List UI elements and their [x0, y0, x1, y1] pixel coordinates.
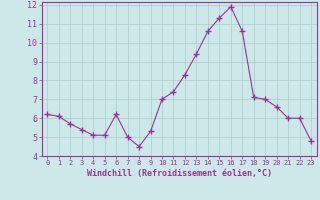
X-axis label: Windchill (Refroidissement éolien,°C): Windchill (Refroidissement éolien,°C)	[87, 169, 272, 178]
